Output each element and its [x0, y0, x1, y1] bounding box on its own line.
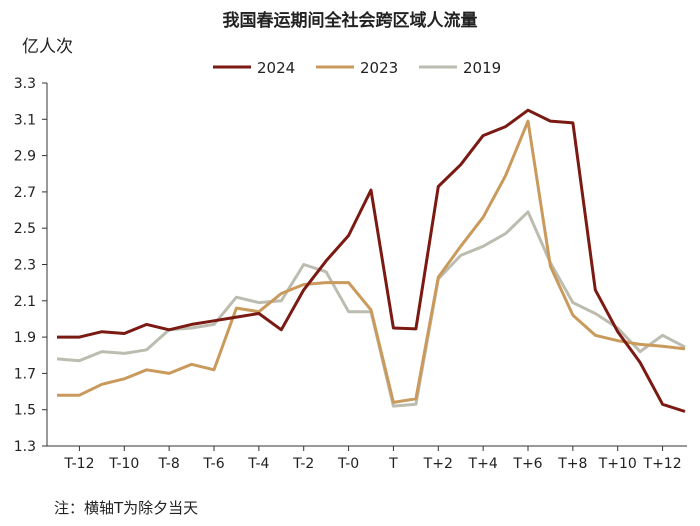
x-tick-label: T-0	[337, 456, 359, 472]
x-tick-label: T+12	[643, 456, 682, 472]
legend-label-2024: 2024	[257, 59, 295, 77]
x-tick-label: T-4	[247, 456, 269, 472]
y-tick-label: 2.7	[14, 185, 36, 201]
y-tick-label: 2.1	[14, 294, 36, 310]
y-tick-label: 2.5	[14, 221, 36, 237]
x-tick-label: T-10	[108, 456, 139, 472]
y-tick-label: 2.3	[14, 258, 36, 274]
legend-label-2019: 2019	[463, 59, 501, 77]
y-tick-label: 1.9	[14, 330, 36, 346]
y-tick-label: 1.5	[14, 403, 36, 419]
x-tick-label: T-12	[63, 456, 94, 472]
y-tick-label: 3.3	[14, 76, 36, 92]
y-axis-unit-label: 亿人次	[22, 37, 73, 57]
x-tick-label: T-6	[202, 456, 224, 472]
x-tick-label: T+4	[468, 456, 498, 472]
y-tick-label: 1.7	[14, 366, 36, 382]
x-tick-label: T	[388, 456, 398, 472]
x-tick-label: T+2	[423, 456, 453, 472]
x-tick-label: T-2	[292, 456, 314, 472]
y-tick-label: 3.1	[14, 112, 36, 128]
chart-note: 注：横轴T为除夕当天	[54, 499, 199, 517]
y-tick-label: 2.9	[14, 149, 36, 165]
y-tick-label: 1.3	[14, 439, 36, 455]
x-tick-label: T+6	[512, 456, 542, 472]
x-tick-label: T+8	[557, 456, 587, 472]
chart-title: 我国春运期间全社会跨区域人流量	[222, 11, 478, 31]
series-line-2024	[57, 108, 686, 413]
x-tick-label: T+10	[598, 456, 637, 472]
x-tick-label: T-8	[158, 456, 180, 472]
series-line-2023	[57, 119, 686, 404]
legend-label-2023: 2023	[360, 59, 398, 77]
